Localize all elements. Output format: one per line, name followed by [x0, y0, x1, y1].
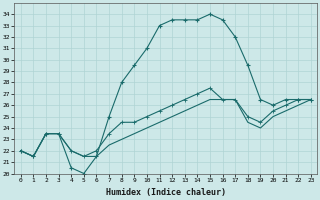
- X-axis label: Humidex (Indice chaleur): Humidex (Indice chaleur): [106, 188, 226, 197]
